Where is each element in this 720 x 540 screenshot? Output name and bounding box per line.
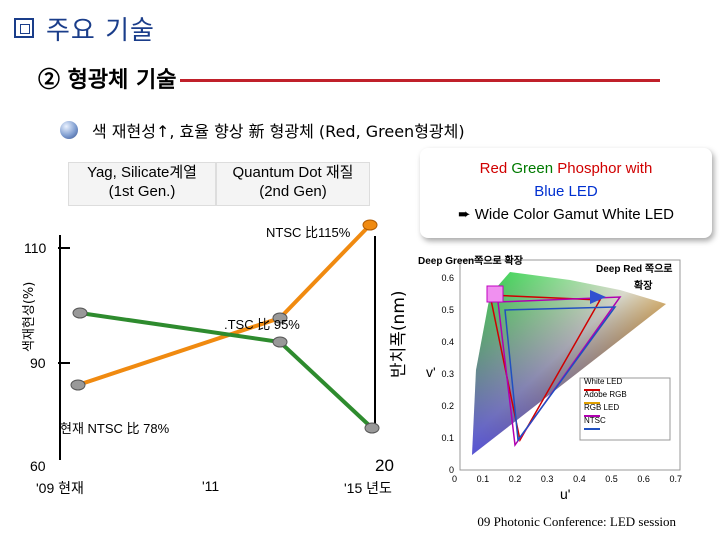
green-target-marker xyxy=(486,285,504,303)
callout-led: LED xyxy=(568,183,598,200)
ntsc-78-label: 현재 NTSC 比 78% xyxy=(60,421,170,436)
gen2-line2: (2nd Gen) xyxy=(259,183,327,200)
cie-u-label: u' xyxy=(560,486,571,502)
callout-blue: Blue xyxy=(534,183,565,200)
legend-ntsc: NTSC xyxy=(584,416,606,425)
cie-x-tick: 0.3 xyxy=(540,474,554,484)
white-led-triangle xyxy=(489,294,602,443)
y-tick-90: 90 xyxy=(30,355,46,371)
cie-y-tick: 0.6 xyxy=(441,273,454,283)
checkbox-bullet-icon xyxy=(14,18,34,38)
cie-blue-overlay xyxy=(472,272,666,455)
callout-line1: Red Green Phosphor with xyxy=(420,157,712,180)
arrow-icon: ➨ xyxy=(458,206,471,223)
cie-legend-labels: White LED Adobe RGB RGB LED NTSC xyxy=(584,375,627,427)
cie-y-tick: 0 xyxy=(448,465,454,475)
bullet-point: 색 재현성↑, 효율 향상 新 형광체 (Red, Green형광체) xyxy=(60,118,465,142)
cie-x-tick: 0.6 xyxy=(637,474,650,484)
section-heading: ② 형광체 기술 xyxy=(38,67,177,93)
green-marker-2 xyxy=(272,336,288,348)
orange-marker-3 xyxy=(362,219,378,231)
y-tick-110: 110 xyxy=(24,240,47,256)
cie-y-tick: 0.5 xyxy=(441,305,454,315)
cie-diagram xyxy=(459,259,681,471)
section-underline xyxy=(180,79,660,82)
legend-white-led: White LED xyxy=(584,377,623,386)
cie-y-tick: 0.1 xyxy=(441,433,454,443)
cie-y-tick: 0.4 xyxy=(441,337,454,347)
ntsc-triangle xyxy=(504,306,617,443)
y-axis-label: 색재현성(%) xyxy=(22,281,37,352)
x-label-11: '11 xyxy=(202,478,220,494)
gen1-label: Yag, Silicate계열 (1st Gen.) xyxy=(68,162,216,206)
gen2-label: Quantum Dot 재질 (2nd Gen) xyxy=(216,162,370,206)
ntsc-115-label: NTSC 比115% xyxy=(266,225,351,240)
source-caption: 09 Photonic Conference: LED session xyxy=(477,514,676,529)
legend-rgb-led: RGB LED xyxy=(584,403,620,412)
orange-marker-2 xyxy=(272,312,288,324)
slide-title-text: 주요 기술 xyxy=(46,15,155,46)
cie-x-tick: 0.7 xyxy=(669,474,682,484)
callout-line2: Blue LED xyxy=(420,180,712,203)
cie-y-ticks: 0.6 0.5 0.4 0.3 0.2 0.1 0 xyxy=(438,262,454,475)
callout-line3-text: Wide Color Gamut White LED xyxy=(474,206,674,223)
cie-x-tick: 0.4 xyxy=(573,474,586,484)
red-target-arrow xyxy=(590,290,606,304)
callout-box: Red Green Phosphor with Blue LED ➨ Wide … xyxy=(420,148,712,238)
gen2-line1: Quantum Dot 재질 xyxy=(232,164,354,181)
deep-red-label-1: Deep Red 쪽으로 xyxy=(596,264,673,275)
legend-adobe-rgb: Adobe RGB xyxy=(584,390,627,399)
green-marker-3 xyxy=(364,422,380,434)
cie-x-ticks: 0 0.1 0.2 0.3 0.4 0.5 0.6 0.7 xyxy=(452,474,682,484)
x-label-15: '15 년도 xyxy=(344,480,392,496)
cie-x-tick: 0.1 xyxy=(476,474,490,484)
cie-v-label: v' xyxy=(426,364,436,380)
slide-title: 주요 기술 xyxy=(14,10,155,46)
right-axis-label: 반치폭(nm) xyxy=(389,290,409,378)
cie-x-tick: 0.2 xyxy=(508,474,522,484)
trend-chart xyxy=(58,219,380,460)
deep-red-label-2: 확장 xyxy=(634,281,653,292)
orange-marker-1 xyxy=(70,379,86,391)
callout-green: Green xyxy=(511,160,554,177)
cie-y-tick: 0.2 xyxy=(441,401,454,411)
ntsc-95-label: .TSC 比 95% xyxy=(224,317,300,332)
cie-x-tick: 0.5 xyxy=(605,474,618,484)
gen1-line2: (1st Gen.) xyxy=(108,183,176,200)
sphere-bullet-icon xyxy=(60,121,78,139)
orange-series-line xyxy=(77,223,372,387)
callout-line3: ➨ Wide Color Gamut White LED xyxy=(420,203,712,226)
x-left-value: 60 xyxy=(30,458,46,474)
x-right-value: 20 xyxy=(375,456,394,475)
x-label-09: '09 현재 xyxy=(36,480,84,496)
deep-green-label: Deep Green쪽으로 확장 xyxy=(418,256,523,267)
green-marker-1 xyxy=(72,307,88,319)
callout-rest: Phosphor with xyxy=(557,160,653,177)
gen1-line1: Yag, Silicate계열 xyxy=(87,164,197,181)
callout-red: Red xyxy=(479,160,508,177)
cie-y-tick: 0.3 xyxy=(441,369,454,379)
cie-x-tick: 0 xyxy=(452,474,458,484)
bullet-text: 색 재현성↑, 효율 향상 新 형광체 (Red, Green형광체) xyxy=(92,122,465,141)
